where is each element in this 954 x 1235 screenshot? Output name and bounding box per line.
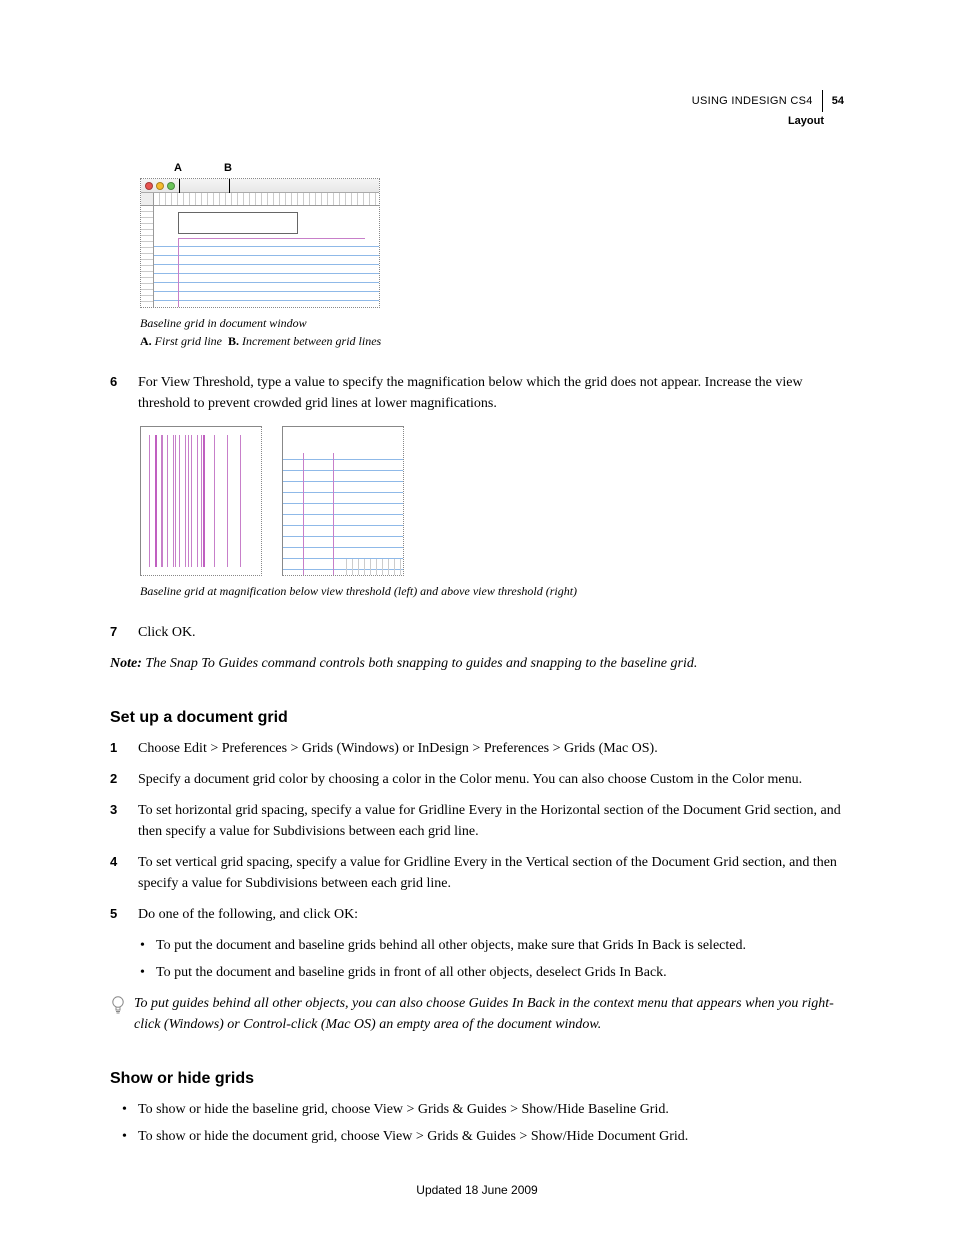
doc-title-text: USING INDESIGN CS4 (692, 95, 813, 107)
step-text: To set vertical grid spacing, specify a … (138, 852, 844, 894)
callout-label-a: A (174, 160, 182, 177)
step-7-num: 7 (110, 622, 138, 643)
figure1-caption: Baseline grid in document window A. Firs… (140, 314, 780, 350)
step-num: 2 (110, 769, 138, 790)
footer-updated: Updated 18 June 2009 (0, 1181, 954, 1199)
step-6-num: 6 (110, 372, 138, 414)
zoom-icon (167, 182, 175, 190)
step-6: 6 For View Threshold, type a value to sp… (110, 372, 844, 414)
fig1-key-a-label: A. (140, 334, 152, 348)
section2-step-3: 3To set horizontal grid spacing, specify… (110, 800, 844, 842)
margin-guide-v (178, 238, 179, 307)
step-text: To set horizontal grid spacing, specify … (138, 800, 844, 842)
step-6-text: For View Threshold, type a value to spec… (138, 372, 844, 414)
section2-step-4: 4To set vertical grid spacing, specify a… (110, 852, 844, 894)
window-titlebar (141, 179, 379, 193)
step-num: 1 (110, 738, 138, 759)
fig2-right-mask (283, 427, 403, 453)
heading-show-hide-grids: Show or hide grids (110, 1067, 844, 1091)
note-text: The Snap To Guides command controls both… (145, 656, 697, 671)
ruler-horizontal (154, 193, 379, 206)
close-icon (145, 182, 153, 190)
col-guide-2 (203, 435, 205, 567)
fig2-left (140, 426, 262, 576)
doc-title: USING INDESIGN CS4 54 (692, 95, 844, 107)
doc-grid-left (149, 435, 253, 567)
margin-guide-h (178, 238, 365, 239)
ruler-origin (141, 193, 154, 206)
section3-bullets: To show or hide the baseline grid, choos… (122, 1099, 844, 1147)
bullet: To show or hide the baseline grid, choos… (122, 1099, 844, 1120)
ruler-vertical (141, 206, 154, 307)
document-canvas (154, 206, 379, 307)
steps-after-fig2: 7 Click OK. (110, 622, 844, 643)
fig1-key-b-text: Increment between grid lines (242, 334, 381, 348)
page-header: USING INDESIGN CS4 54 Layout (692, 90, 844, 130)
tip: To put guides behind all other objects, … (110, 993, 844, 1035)
section2-sub-bullets: To put the document and baseline grids b… (140, 935, 844, 983)
minimize-icon (156, 182, 164, 190)
step-text: Do one of the following, and click OK: (138, 904, 844, 925)
tip-text: To put guides behind all other objects, … (134, 993, 844, 1035)
fig1-key-b-label: B. (228, 334, 239, 348)
sub-bullet: To put the document and baseline grids b… (140, 935, 844, 956)
fig2-right-ruler (341, 559, 403, 575)
step-num: 3 (110, 800, 138, 842)
step-num: 4 (110, 852, 138, 894)
baseline-grid-lines (154, 238, 379, 307)
sub-bullet: To put the document and baseline grids i… (140, 962, 844, 983)
figure-view-threshold (140, 426, 844, 576)
text-frame (178, 212, 298, 234)
callout-label-b: B (224, 160, 232, 177)
figure-baseline-grid: A B (140, 160, 380, 308)
step-7: 7 Click OK. (110, 622, 844, 643)
steps-top: 6 For View Threshold, type a value to sp… (110, 372, 844, 414)
col-guide-1 (155, 435, 157, 567)
section2-steps: 1Choose Edit > Preferences > Grids (Wind… (110, 738, 844, 925)
bullet: To show or hide the document grid, choos… (122, 1126, 844, 1147)
fig2-right (282, 426, 404, 576)
step-7-text: Click OK. (138, 622, 844, 643)
note-label: Note: (110, 656, 142, 671)
heading-setup-doc-grid: Set up a document grid (110, 706, 844, 730)
lightbulb-icon (110, 995, 126, 1015)
section2-step-1: 1Choose Edit > Preferences > Grids (Wind… (110, 738, 844, 759)
step-num: 5 (110, 904, 138, 925)
step-text: Choose Edit > Preferences > Grids (Windo… (138, 738, 844, 759)
section2-step-2: 2Specify a document grid color by choosi… (110, 769, 844, 790)
figure2-caption: Baseline grid at magnification below vie… (140, 582, 780, 600)
fig1-caption-title: Baseline grid in document window (140, 316, 307, 330)
header-divider (822, 90, 823, 112)
section-name: Layout (692, 113, 844, 130)
note: Note: The Snap To Guides command control… (110, 653, 844, 674)
step-text: Specify a document grid color by choosin… (138, 769, 844, 790)
page-number: 54 (832, 95, 844, 107)
section2-step-5: 5Do one of the following, and click OK: (110, 904, 844, 925)
figure1-box (140, 178, 380, 308)
fig1-key-a-text: First grid line (155, 334, 222, 348)
